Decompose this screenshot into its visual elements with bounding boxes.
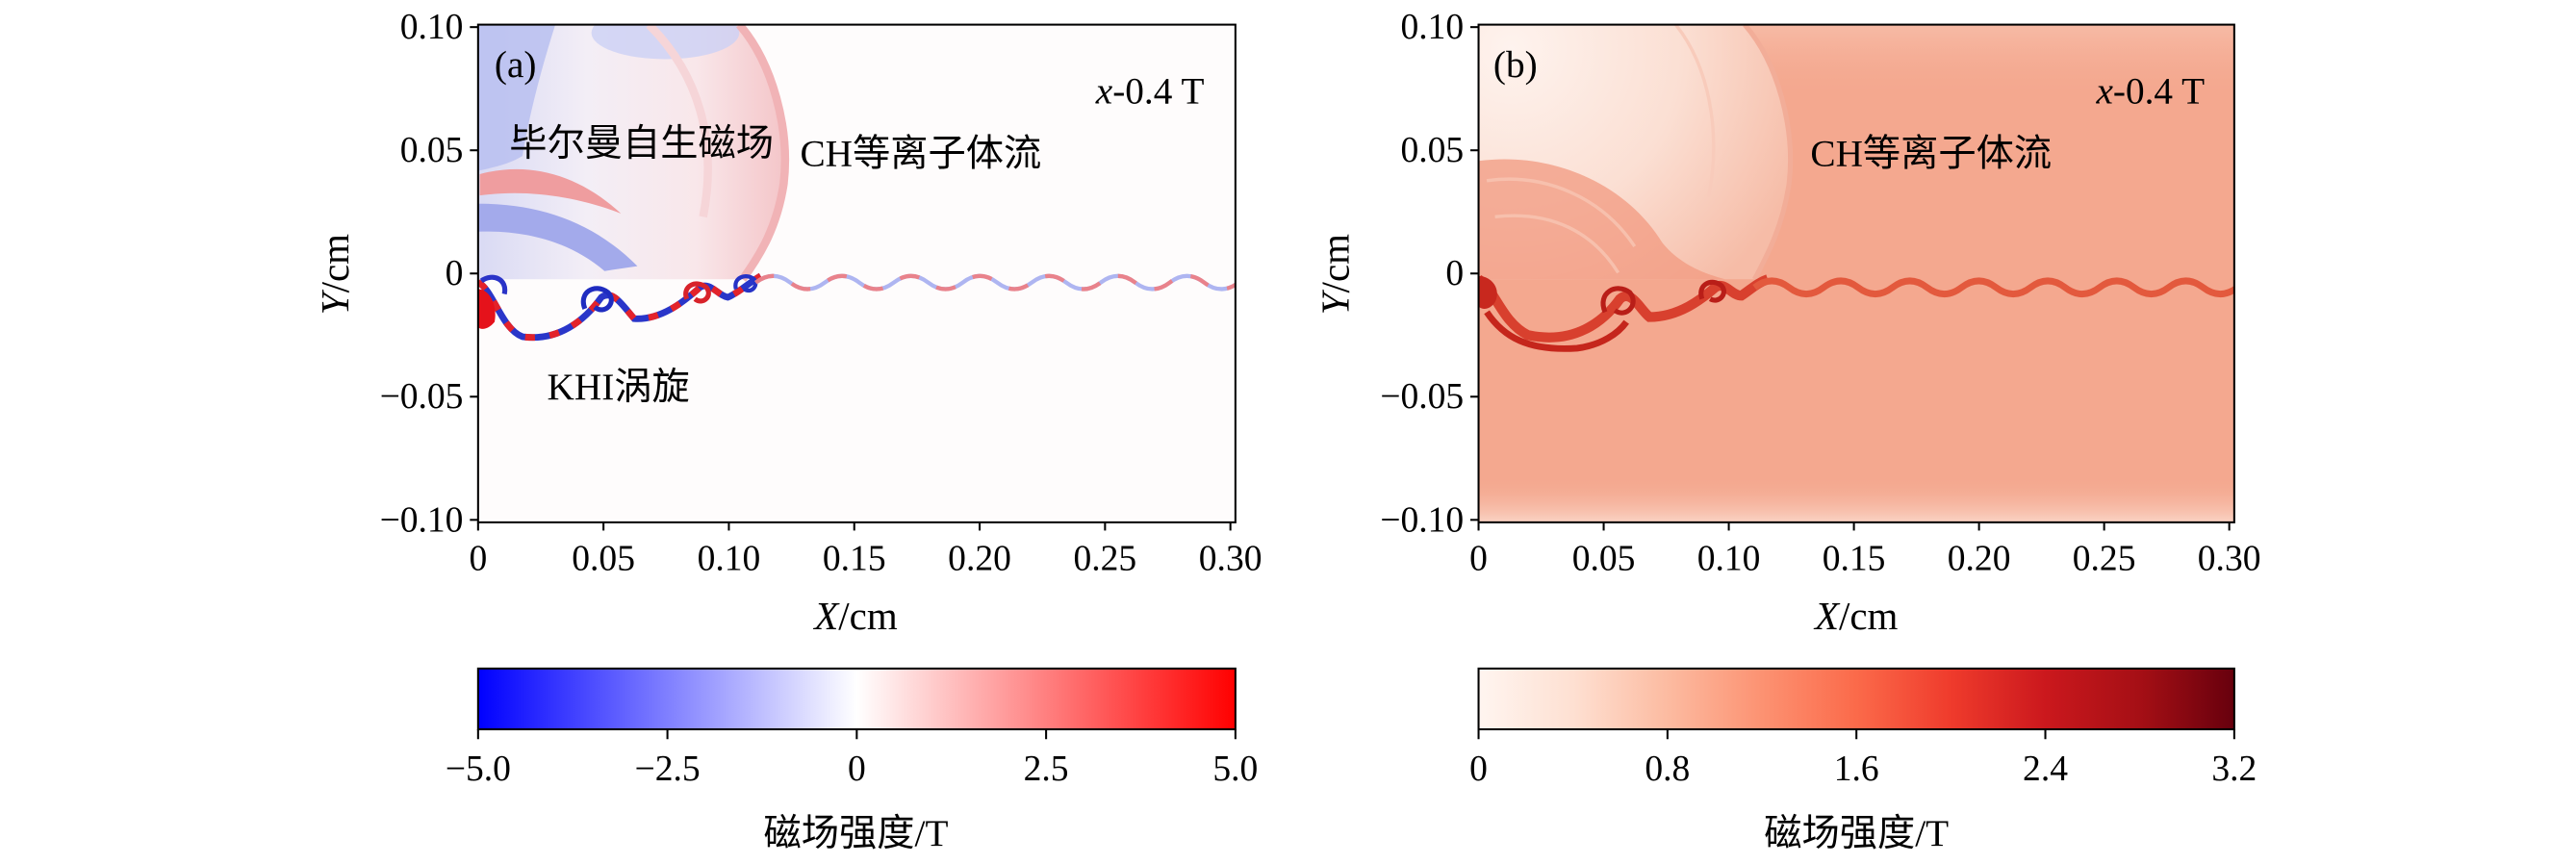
panel-b-x-tick-label: 0.20 xyxy=(1948,539,2011,578)
colorbar-b-tick-label: 3.2 xyxy=(2211,750,2257,789)
label-math-variable: Y xyxy=(313,289,357,315)
panel-a-y-tick-label: 0 xyxy=(446,254,464,293)
khi-blue-hook xyxy=(479,274,508,295)
khi-vortex-curl xyxy=(1600,286,1636,316)
panel-b-x-tick-label: 0 xyxy=(1469,539,1488,578)
colorbar-a-label: 磁场强度/T xyxy=(764,812,949,854)
biermann-blue-lobe-top xyxy=(591,24,740,60)
panel-a-x-tick-label: 0.05 xyxy=(572,539,635,578)
ch-plasma-flow-annotation: CH等离子体流 xyxy=(1810,132,2052,174)
colorbar-a-tick-label: 5.0 xyxy=(1212,750,1258,789)
khi-interface-thick xyxy=(1478,274,1770,343)
panel-a-x-axis-label: X/cm xyxy=(812,594,898,638)
interface-wave-red xyxy=(754,273,1236,292)
colorbar-a-tick-label: −5.0 xyxy=(446,750,511,789)
panel-a-x-tick-label: 0.30 xyxy=(1199,539,1262,578)
colorbar-a-tick-label: 2.5 xyxy=(1024,750,1069,789)
bubble-edge-arc xyxy=(1743,24,1794,281)
panel-b-ticks: 0 0.05 0.10 0.15 0.20 0.25 0.30 0.10 0.05 0 −0.05 −… xyxy=(1380,8,2260,789)
label-math-variable: Y xyxy=(1314,289,1358,315)
colorbar-b-label: 磁场强度/T xyxy=(1764,812,1949,854)
panel-b-field-annotation: x-0.4 T xyxy=(2095,71,2205,113)
khi-left-roll xyxy=(1478,275,1497,309)
panel-a-y-tick-label: −0.10 xyxy=(380,500,464,540)
colorbar-b-tick-label: 1.6 xyxy=(1834,750,1879,789)
panel-a-x-tick-label: 0.25 xyxy=(1073,539,1136,578)
khi-vortex-curl xyxy=(733,274,758,293)
colorbar-a xyxy=(476,667,1237,731)
label-math-variable: X xyxy=(1813,594,1841,638)
label-math-variable: x xyxy=(2095,71,2113,113)
panel-b-bottom-band xyxy=(1478,476,2234,522)
biermann-field-annotation: 毕尔曼自生磁场 xyxy=(509,123,774,165)
panel-a-ticks: 0 0.05 0.10 0.15 0.20 0.25 0.30 0.10 0.05 0 −0.05 −… xyxy=(380,8,1262,789)
panel-b-x-axis-label: X/cm xyxy=(1813,594,1899,638)
panel-a-field xyxy=(477,24,1236,522)
panel-a-y-tick-label: 0.10 xyxy=(400,8,464,47)
khi-vortex-annotation: KHI涡旋 xyxy=(548,367,690,408)
panel-b-label: (b) xyxy=(1493,44,1538,86)
label-text-rest: /cm xyxy=(1314,234,1358,293)
label-text-rest: -0.4 T xyxy=(1112,71,1204,113)
panel-a-field-annotation: x-0.4 T xyxy=(1095,71,1205,113)
biermann-inner-arc xyxy=(646,24,712,218)
panel-a-y-axis-label: Y/cm xyxy=(313,234,357,315)
bubble-streak xyxy=(1486,177,1637,248)
shock-front-arc xyxy=(736,24,790,282)
label-math-variable: X xyxy=(812,594,840,638)
bubble-lower-left-flow xyxy=(1478,159,1725,280)
khi-vortex-curl xyxy=(683,281,711,304)
panel-b-x-tick-label: 0.30 xyxy=(2198,539,2261,578)
colorbar-b xyxy=(1477,667,2235,731)
label-math-variable: x xyxy=(1095,71,1113,113)
biermann-blue-band xyxy=(477,203,638,271)
label-text-rest: /cm xyxy=(313,234,357,293)
khi-vortex-curl xyxy=(580,286,614,313)
panel-a-x-tick-label: 0 xyxy=(469,539,487,578)
label-text-rest: /cm xyxy=(1839,594,1899,638)
khi-vortex-curl xyxy=(1698,279,1726,303)
panel-a-x-tick-label: 0.10 xyxy=(698,539,761,578)
colorbar-b-tick-label: 0 xyxy=(1469,750,1488,789)
label-text-rest: -0.4 T xyxy=(2113,71,2205,113)
panel-a-x-tick-label: 0.15 xyxy=(823,539,886,578)
panel-b-y-axis-label: Y/cm xyxy=(1314,234,1358,315)
panel-b-x-tick-label: 0.05 xyxy=(1572,539,1636,578)
bubble-streak xyxy=(1494,214,1620,274)
panel-a-label: (a) xyxy=(495,44,537,86)
colorbar-a-tick-label: 0 xyxy=(848,750,866,789)
panel-a-x-tick-label: 0.20 xyxy=(948,539,1011,578)
panel-b-x-tick-label: 0.25 xyxy=(2073,539,2136,578)
panel-b-field xyxy=(1478,24,2234,522)
panel-a-y-tick-label: 0.05 xyxy=(400,131,464,170)
ch-plasma-flow-annotation: CH等离子体流 xyxy=(800,132,1041,174)
panel-b-x-tick-label: 0.10 xyxy=(1697,539,1761,578)
colorbar-a-tick-label: −2.5 xyxy=(635,750,701,789)
biermann-blue-lobe-left xyxy=(477,24,556,171)
panel-b-y-tick-label: −0.05 xyxy=(1380,377,1464,417)
khi-lower-sheet xyxy=(1484,310,1629,352)
khi-red-blob xyxy=(477,289,496,329)
colorbar-b-tick-label: 0.8 xyxy=(1645,750,1690,789)
panel-b-y-tick-label: 0.05 xyxy=(1400,131,1464,170)
interface-wave xyxy=(1752,277,2234,297)
panel-a-y-tick-label: −0.05 xyxy=(380,377,464,417)
label-text-rest: /cm xyxy=(838,594,898,638)
bubble-inner-arc xyxy=(1674,24,1716,198)
panel-b-y-tick-label: 0 xyxy=(1445,254,1464,293)
biermann-red-streak xyxy=(479,168,622,214)
khi-interface-red xyxy=(477,272,763,342)
panel-b-y-tick-label: 0.10 xyxy=(1400,8,1464,47)
panel-b-y-tick-label: −0.10 xyxy=(1380,500,1464,540)
panel-b-x-tick-label: 0.15 xyxy=(1823,539,1886,578)
colorbar-b-tick-label: 2.4 xyxy=(2023,750,2068,789)
